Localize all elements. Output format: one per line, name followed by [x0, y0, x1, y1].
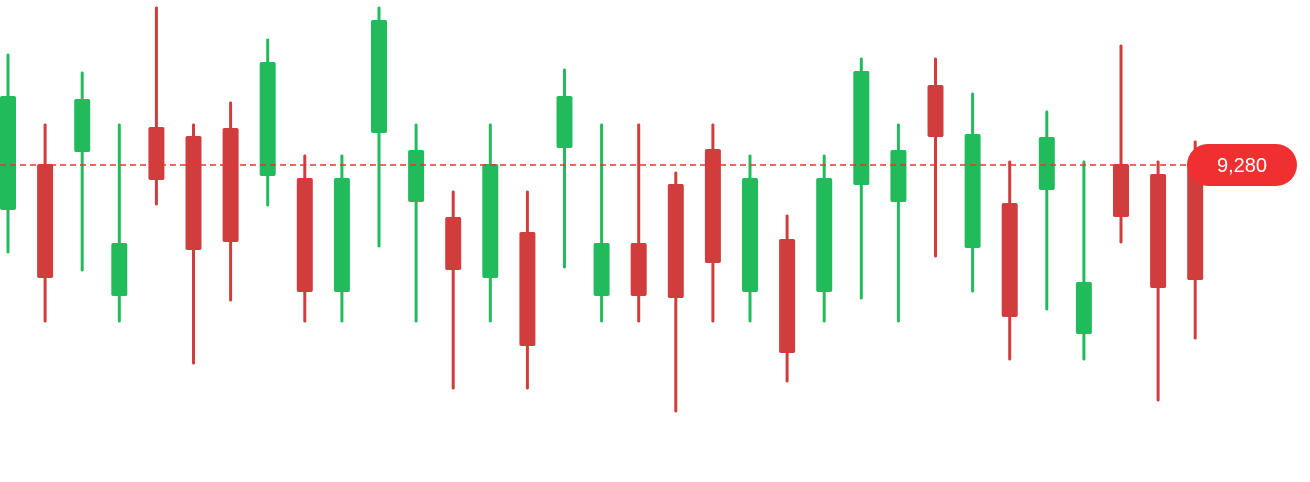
candle-body [964, 134, 981, 248]
candle-body [333, 178, 350, 292]
candle-body [593, 243, 610, 296]
candle-body [927, 85, 944, 137]
candle-body [111, 243, 128, 296]
candle-body [1075, 282, 1092, 334]
candle-body [704, 149, 721, 263]
candle-body [185, 136, 202, 250]
candle-body [1038, 137, 1055, 190]
candle-body [482, 164, 499, 278]
candle-body [445, 217, 462, 270]
candle-body [259, 62, 276, 176]
price-label: 9,280 [1217, 155, 1267, 177]
candle-body [556, 96, 573, 148]
candle-body [0, 96, 16, 210]
candle-body [816, 178, 833, 292]
candle-body [742, 178, 758, 292]
candle-body [853, 71, 870, 185]
candle-body [667, 184, 684, 298]
candle-body [890, 150, 907, 202]
candle-body [630, 243, 647, 296]
candle-body [408, 150, 425, 202]
candle-body [1150, 174, 1167, 288]
candle-body [1113, 164, 1129, 217]
candle-body [296, 178, 313, 292]
candle-body [37, 164, 54, 278]
candle-body [222, 128, 239, 242]
candle-body [1001, 203, 1018, 317]
candle-body [148, 127, 165, 180]
candle-body [371, 20, 387, 133]
price-label-bg [1187, 144, 1297, 186]
candle-body [779, 239, 796, 353]
candle-body [1187, 164, 1204, 280]
candle-body [74, 99, 91, 152]
candle-body [519, 232, 536, 346]
